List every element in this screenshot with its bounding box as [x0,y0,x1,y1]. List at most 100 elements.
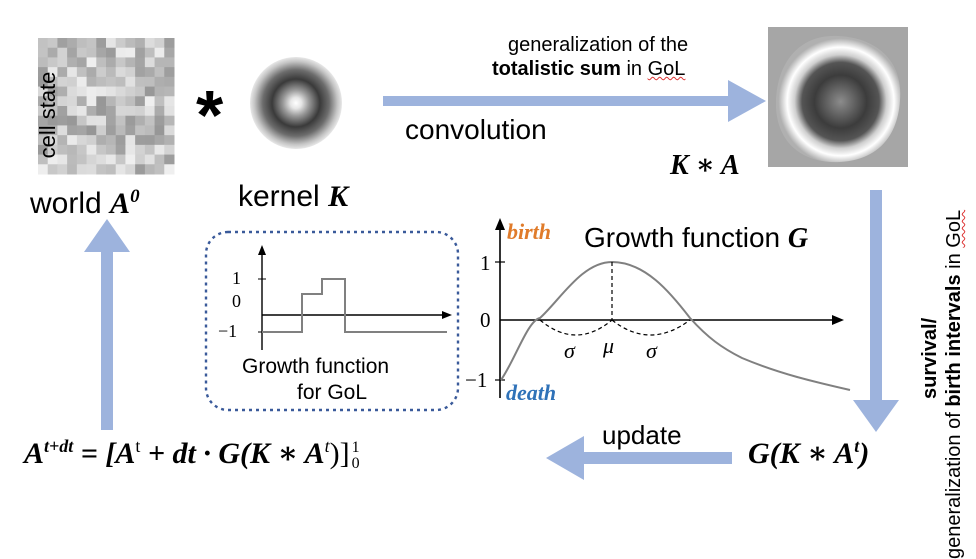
world-cell [115,115,126,126]
world-cell [96,38,107,49]
world-cell [67,115,78,126]
world-cell [115,164,126,175]
world-cell [144,76,156,88]
world-cell [125,47,136,58]
growth-curve [500,260,851,391]
right-vertical-note: survival/ generalization of birth interv… [918,119,966,559]
world-cell [144,67,156,78]
world-cell [135,125,146,136]
world-cell [57,115,68,126]
world-cell [125,106,136,117]
world-cell [164,96,175,107]
world-cell [106,86,117,97]
world-cell [57,86,68,97]
world-cell [135,57,146,68]
world-cell [154,164,165,175]
world-cell [96,125,107,136]
world-cell [67,38,78,49]
world-cell [38,135,49,146]
world-cell [96,164,107,175]
g-k-a-main: G(K ∗ A [748,437,855,470]
world-cell [154,47,165,58]
formula-rhs-t2: t [324,436,330,456]
world-cell [144,115,156,126]
conv-note-line1: generalization of the [508,34,689,56]
world-cell [106,76,117,88]
world-cell [106,57,117,68]
world-cell [125,164,136,175]
world-cell [125,115,136,126]
growth-x-arrowhead [832,315,844,325]
world-cell [38,106,49,117]
world-cell [125,135,136,146]
world-cell [57,67,68,78]
growth-title-text: Growth function [584,222,781,253]
world-cell [144,135,156,146]
world-cell [86,154,97,165]
world-cell [38,164,49,175]
world-cell [76,125,88,136]
world-cell [115,67,126,78]
growth-down-arrow [853,190,899,432]
g-k-a-sup: t [854,436,860,456]
convolution-arrow [383,80,766,122]
world-cell [154,135,165,146]
world-cell [96,144,107,156]
world-cell [57,144,68,156]
world-cell [86,57,97,68]
world-cell [135,106,146,117]
world-cell [86,67,97,78]
world-cell [47,125,58,136]
world-cell [125,67,136,78]
sigma-left-label: σ [564,338,575,363]
world-cell [154,38,165,49]
world-cell [154,154,165,165]
world-cell [57,76,68,88]
kernel-label: kernel K [238,180,348,214]
world-cell [164,86,175,97]
world-cell [164,125,175,136]
world-cell [106,144,117,156]
world-cell [76,76,88,88]
world-cell [144,144,156,156]
right-note-bold2: birth intervals [943,274,965,407]
growth-chart [495,218,851,398]
world-cell [57,164,68,175]
world-cell [76,106,88,117]
world-cell [86,76,97,88]
world-cell [154,76,165,88]
world-cell [106,115,117,126]
world-cell [86,47,97,58]
world-cell [38,154,49,165]
mu-label: μ [603,333,615,358]
kernel-image [250,57,342,149]
world-cell [96,86,107,97]
world-cell [106,106,117,117]
world-cell [47,135,58,146]
world-cell [106,67,117,78]
world-cell [47,154,58,165]
loop-up-arrow [84,219,130,430]
world-cell [57,96,68,107]
world-cell [57,38,68,49]
world-cell [135,144,146,156]
world-cell [47,96,58,107]
world-cell [76,135,88,146]
world-cell [47,57,58,68]
world-cell [106,125,117,136]
world-cell [47,47,58,58]
formula-rhs-open: = [A [80,437,136,470]
cell-state-label: cell state [35,71,60,159]
sigma-left-arc [539,319,613,336]
world-cell [144,38,156,49]
right-note-prefix: generalization of [943,406,965,559]
sigma-right-arc [611,319,691,336]
world-cell [38,57,49,68]
formula-upper: 1 [351,439,360,457]
world-cell [57,125,68,136]
gol-inset-border [204,230,460,412]
world-cell [76,96,88,107]
world-cell [115,144,126,156]
world-cell [135,76,146,88]
world-cell [57,135,68,146]
